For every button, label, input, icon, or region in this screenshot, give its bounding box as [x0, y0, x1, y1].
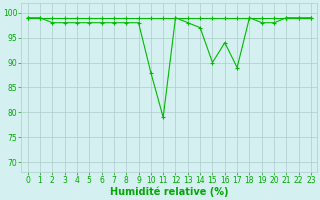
X-axis label: Humidité relative (%): Humidité relative (%) [110, 187, 228, 197]
